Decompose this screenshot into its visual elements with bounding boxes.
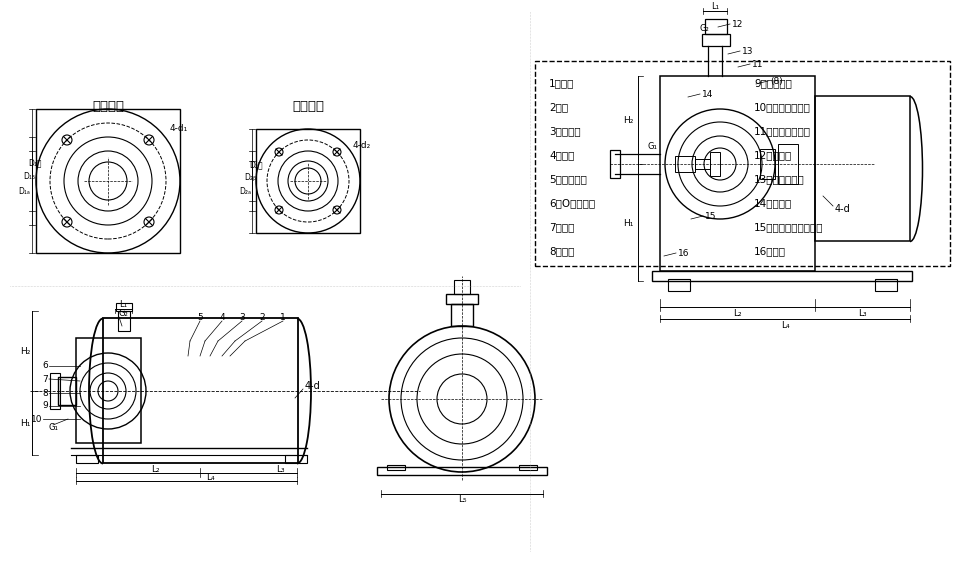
- Bar: [815, 96, 910, 241]
- Bar: [535, 61, 950, 266]
- Text: 10、塑料密封垫圈: 10、塑料密封垫圈: [754, 102, 811, 112]
- Text: L₃: L₃: [858, 309, 866, 318]
- Text: D₂ᵦ: D₂ᵦ: [244, 172, 256, 182]
- Text: L₁: L₁: [119, 300, 127, 309]
- Text: 3: 3: [239, 314, 245, 323]
- Bar: [675, 156, 695, 172]
- Bar: [36, 109, 180, 253]
- Text: 4、泵盖: 4、泵盖: [549, 150, 575, 160]
- Text: 6: 6: [42, 361, 48, 370]
- Bar: [760, 149, 775, 179]
- Text: 4-d: 4-d: [835, 204, 851, 214]
- Bar: [710, 152, 720, 176]
- Text: L₁: L₁: [711, 2, 719, 11]
- Text: H₁: H₁: [622, 218, 633, 228]
- Text: H₂: H₂: [20, 347, 31, 356]
- Text: (8): (8): [770, 76, 783, 85]
- Bar: [76, 338, 141, 443]
- Bar: [76, 455, 98, 463]
- Bar: [778, 144, 798, 184]
- Bar: [610, 150, 620, 178]
- Text: L₄: L₄: [781, 320, 790, 329]
- Text: L₃: L₃: [275, 465, 284, 473]
- Text: G₁: G₁: [648, 141, 658, 150]
- Text: 4-d₁: 4-d₁: [170, 123, 188, 132]
- Text: 12: 12: [732, 20, 744, 29]
- Bar: [875, 279, 897, 291]
- Text: 7: 7: [42, 375, 48, 384]
- Bar: [451, 304, 473, 326]
- Text: 8: 8: [42, 389, 48, 398]
- Text: 15: 15: [705, 211, 716, 220]
- Text: G₁: G₁: [48, 424, 58, 433]
- Text: 11、出口橡胶垫圈: 11、出口橡胶垫圈: [754, 126, 811, 136]
- Text: H₂: H₂: [622, 116, 633, 125]
- Bar: [454, 280, 470, 294]
- Text: 7、叶轮: 7、叶轮: [549, 222, 575, 232]
- Bar: [446, 294, 478, 304]
- Text: 14、入水咀: 14、入水咀: [754, 198, 793, 208]
- Text: 2: 2: [259, 314, 265, 323]
- Text: D₂꜀: D₂꜀: [249, 160, 263, 169]
- Text: 1、电机: 1、电机: [549, 78, 575, 88]
- Bar: [519, 465, 537, 470]
- Text: 入口法兰: 入口法兰: [92, 99, 124, 113]
- Bar: [387, 465, 405, 470]
- Text: 6、O型橡胶圈: 6、O型橡胶圈: [549, 198, 596, 208]
- Bar: [695, 159, 710, 169]
- Text: 16: 16: [678, 249, 689, 257]
- Text: 9、叶轮螺母: 9、叶轮螺母: [754, 78, 792, 88]
- Bar: [285, 455, 307, 463]
- Text: 15、螺塞橡胶密封垫圈: 15、螺塞橡胶密封垫圈: [754, 222, 823, 232]
- Text: 11: 11: [752, 59, 764, 68]
- Text: 13: 13: [742, 47, 753, 56]
- Bar: [118, 311, 130, 331]
- Bar: [50, 373, 60, 409]
- Text: D₁꜀: D₁꜀: [28, 159, 41, 168]
- Bar: [652, 271, 912, 281]
- Text: D₂ₐ: D₂ₐ: [239, 186, 251, 195]
- Text: 10: 10: [31, 415, 42, 424]
- Bar: [103, 318, 298, 463]
- Bar: [702, 34, 730, 46]
- Bar: [660, 76, 815, 271]
- Text: 12、出水咀: 12、出水咀: [754, 150, 793, 160]
- Text: L₂: L₂: [151, 465, 160, 473]
- Text: 16、螺塞: 16、螺塞: [754, 246, 786, 256]
- Text: D₁ᵦ: D₁ᵦ: [23, 172, 35, 181]
- Text: G₂: G₂: [700, 24, 709, 33]
- Text: 8、泵体: 8、泵体: [549, 246, 575, 256]
- Text: 出口法兰: 出口法兰: [292, 99, 324, 113]
- Text: 14: 14: [702, 90, 713, 99]
- Text: 5: 5: [197, 314, 203, 323]
- Text: 13、橡胶止回阀: 13、橡胶止回阀: [754, 174, 805, 184]
- Bar: [116, 303, 132, 311]
- Text: 4-d: 4-d: [305, 381, 321, 391]
- Bar: [58, 377, 76, 405]
- Bar: [377, 467, 547, 475]
- Text: 4-d₂: 4-d₂: [353, 140, 371, 149]
- Text: 3、连接架: 3、连接架: [549, 126, 580, 136]
- Text: D₁ₐ: D₁ₐ: [18, 186, 30, 195]
- Text: G₂: G₂: [119, 310, 129, 319]
- Text: 1: 1: [280, 314, 286, 323]
- Bar: [705, 19, 727, 34]
- Text: L₂: L₂: [732, 309, 741, 318]
- Text: 4: 4: [219, 314, 225, 323]
- Bar: [668, 279, 690, 291]
- Text: H₁: H₁: [20, 419, 31, 427]
- Text: 9: 9: [42, 402, 48, 411]
- Text: L₅: L₅: [458, 494, 467, 504]
- Text: L₄: L₄: [206, 472, 214, 481]
- Bar: [256, 129, 360, 233]
- Text: 5、机械密封: 5、机械密封: [549, 174, 587, 184]
- Text: 2、键: 2、键: [549, 102, 568, 112]
